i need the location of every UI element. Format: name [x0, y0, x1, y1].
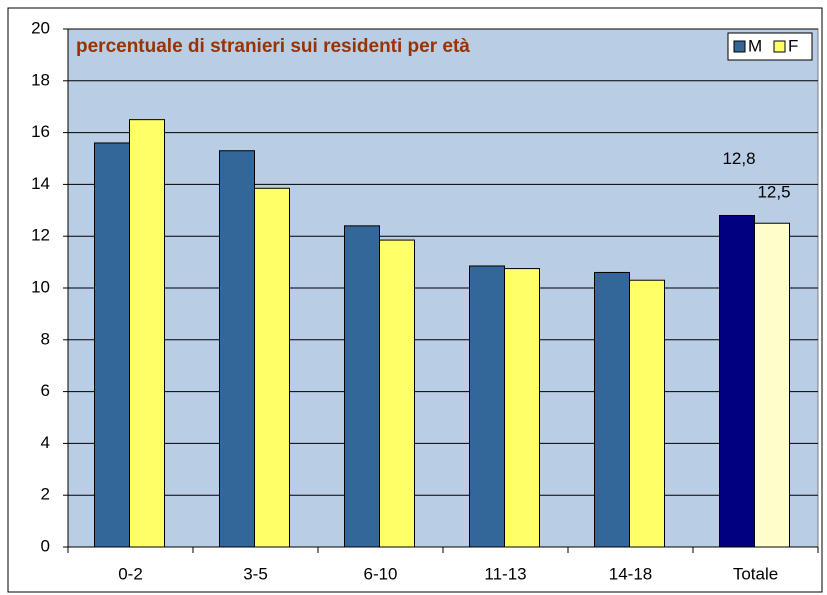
legend-label: F: [788, 36, 798, 55]
y-tick-label: 12: [31, 226, 50, 245]
x-tick-label: 14-18: [609, 564, 652, 583]
x-tick-label: Totale: [733, 564, 778, 583]
y-tick-label: 0: [41, 536, 50, 555]
y-tick-label: 14: [31, 174, 50, 193]
bar: [344, 225, 380, 548]
bar: [94, 142, 130, 548]
y-tick-label: 6: [41, 381, 50, 400]
x-tick-label: 3-5: [243, 564, 268, 583]
x-tick-label: 6-10: [363, 564, 397, 583]
chart-title: percentuale di stranieri sui residenti p…: [76, 36, 470, 57]
y-tick-label: 10: [31, 277, 50, 296]
y-tick-label: 4: [41, 433, 50, 452]
bar: [379, 239, 415, 548]
data-label: 12,8: [722, 149, 755, 168]
bar: [254, 187, 290, 548]
y-tick-label: 20: [31, 18, 50, 37]
bar: [594, 271, 630, 548]
y-tick-label: 18: [31, 70, 50, 89]
legend-swatch: [733, 40, 746, 53]
y-tick-label: 2: [41, 485, 50, 504]
bar: [469, 265, 505, 548]
bar: [754, 222, 790, 548]
x-tick-label: 0-2: [118, 564, 143, 583]
bar: [719, 214, 755, 548]
bar: [629, 279, 665, 548]
data-label: 12,5: [757, 183, 790, 202]
legend-swatch: [773, 40, 786, 53]
legend-label: M: [748, 36, 762, 55]
x-tick-label: 11-13: [484, 564, 526, 583]
y-tick-label: 16: [31, 122, 50, 141]
bar: [129, 119, 165, 548]
bar: [219, 150, 255, 548]
y-tick-label: 8: [41, 329, 50, 348]
bar: [504, 268, 540, 548]
